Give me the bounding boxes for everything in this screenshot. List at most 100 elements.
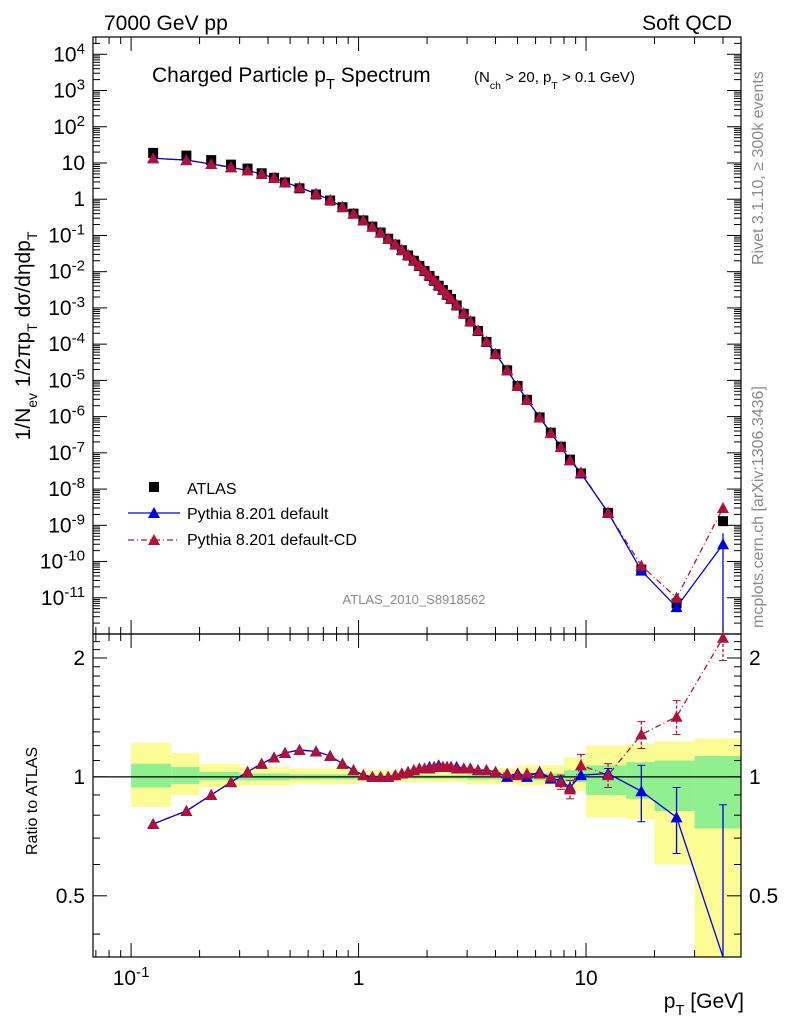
default-cd-ratio-point <box>366 770 379 782</box>
y-tick-label: 103 <box>53 77 85 103</box>
y-tick-label: 10-8 <box>48 475 85 501</box>
ratio-y-tick-label: 0.5 <box>56 885 85 908</box>
default-cd-point <box>635 559 648 571</box>
default-cd-ratio-point <box>464 762 477 774</box>
header-left: 7000 GeV pp <box>104 12 228 35</box>
ratio-y-axis-label: Ratio to ATLAS <box>24 747 41 855</box>
stat-uncertainty-band <box>131 763 172 788</box>
default-cd-ratio-point <box>544 770 557 782</box>
default-cd-ratio-point <box>241 765 254 777</box>
default-cd-ratio-point <box>670 710 683 722</box>
y-tick-label: 10-5 <box>48 366 85 392</box>
default-cd-ratio-point <box>279 746 292 758</box>
rivet-label: Rivet 3.1.10, ≥ 300k events <box>750 71 767 265</box>
default-cd-point <box>407 254 420 266</box>
y-tick-label: 10-4 <box>48 330 85 356</box>
default-cd-point <box>366 220 379 232</box>
default-cd-ratio-point <box>205 788 218 800</box>
default-ratio-point <box>670 811 683 823</box>
default-cd-point <box>268 172 281 184</box>
default-cd-ratio-point <box>489 765 502 777</box>
y-tick-label: 10 <box>62 152 85 175</box>
default-cd-point <box>389 238 402 250</box>
y-tick-label: 10-9 <box>48 511 85 537</box>
default-cd-ratio-point <box>255 757 268 769</box>
default-cd-point <box>293 181 306 193</box>
legend-default-marker <box>148 507 160 518</box>
stat-uncertainty-band <box>563 770 587 783</box>
analysis-tag: ATLAS_2010_S8918562 <box>343 592 486 607</box>
default-cd-ratio-point <box>716 631 729 643</box>
default-cd-ratio-point <box>374 770 387 782</box>
y-tick-label: 10-2 <box>48 258 85 284</box>
legend-atlas-label: ATLAS <box>187 481 237 498</box>
ratio-y-tick-label-right: 2 <box>749 647 761 670</box>
default-cd-ratio-point <box>554 776 567 788</box>
default-cd-point <box>255 168 268 180</box>
y-tick-label: 102 <box>53 113 85 139</box>
legend: ATLAS Pythia 8.201 default Pythia 8.201 de… <box>128 481 357 549</box>
default-cd-point <box>670 591 683 603</box>
default-cd-point <box>511 379 524 391</box>
default-ratio-point <box>574 769 587 781</box>
default-ratio-point <box>635 785 648 797</box>
default-cd-point <box>382 232 395 244</box>
default-cd-ratio-point <box>533 767 546 779</box>
x-tick-label: 1 <box>353 967 365 990</box>
default-cd-point <box>310 187 323 199</box>
default-cd-point <box>489 347 502 359</box>
legend-default-cd-label: Pythia 8.201 default-CD <box>187 532 357 549</box>
chart-title-suffix: (Nch > 20, pT > 0.1 GeV) <box>474 69 635 92</box>
header-right: Soft QCD <box>642 12 732 35</box>
y-tick-label: 10-1 <box>48 221 85 247</box>
default-cd-point <box>225 161 238 173</box>
default-cd-ratio-point <box>347 764 360 776</box>
ratio-y-tick-label-right: 0.5 <box>749 885 778 908</box>
legend-default-label: Pythia 8.201 default <box>187 506 329 523</box>
default-cd-point <box>472 324 485 336</box>
default-cd-ratio-point <box>180 804 193 816</box>
default-cd-point <box>402 248 415 260</box>
default-cd-point <box>180 154 193 166</box>
default-cd-point <box>480 335 493 347</box>
default-cd-point <box>450 298 463 310</box>
default-cd-ratio-point <box>147 817 160 829</box>
default-cd-ratio-point <box>293 743 306 755</box>
default-cd-point <box>716 502 729 514</box>
default-cd-ratio-point <box>310 745 323 757</box>
default-cd-point <box>574 466 587 478</box>
chart-title-text: Charged Particle pT Spectrum <box>152 64 431 93</box>
y-tick-label: 1 <box>73 188 85 211</box>
default-cd-point <box>563 454 576 466</box>
default-cd-point <box>241 164 254 176</box>
default-cd-point <box>464 315 477 327</box>
default-cd-ratio-point <box>472 764 485 776</box>
ratio-y-tick-label: 1 <box>73 766 85 789</box>
x-tick-label: 10-1 <box>113 964 150 990</box>
default-cd-point <box>205 157 218 169</box>
default-cd-point <box>347 207 360 219</box>
x-tick-label: 10 <box>574 967 597 990</box>
y-axis-label: 1/Nev 1/2πpT dσ/dηdpT <box>12 231 40 440</box>
mcplots-label: mcplots.cern.ch [arXiv:1306.3436] <box>750 386 767 628</box>
y-tick-label: 10-7 <box>48 439 85 465</box>
x-axis-label: pT [GeV] <box>664 990 744 1019</box>
default-cd-point <box>520 393 533 405</box>
default-cd-ratio-point <box>501 767 514 779</box>
ratio-frame <box>92 633 742 958</box>
default-cd-point <box>374 226 387 238</box>
default-cd-point <box>602 506 615 518</box>
default-cd-ratio-point <box>602 769 615 781</box>
default-cd-point <box>554 441 567 453</box>
default-cd-point <box>533 411 546 423</box>
y-tick-label: 10-10 <box>40 548 85 574</box>
default-cd-point <box>457 307 470 319</box>
default-cd-point <box>324 194 337 206</box>
default-cd-ratio-point <box>574 759 587 771</box>
default-cd-ratio-point <box>563 783 576 795</box>
default-cd-point <box>279 176 292 188</box>
stat-uncertainty-band <box>199 771 240 781</box>
default-cd-point <box>501 364 514 376</box>
